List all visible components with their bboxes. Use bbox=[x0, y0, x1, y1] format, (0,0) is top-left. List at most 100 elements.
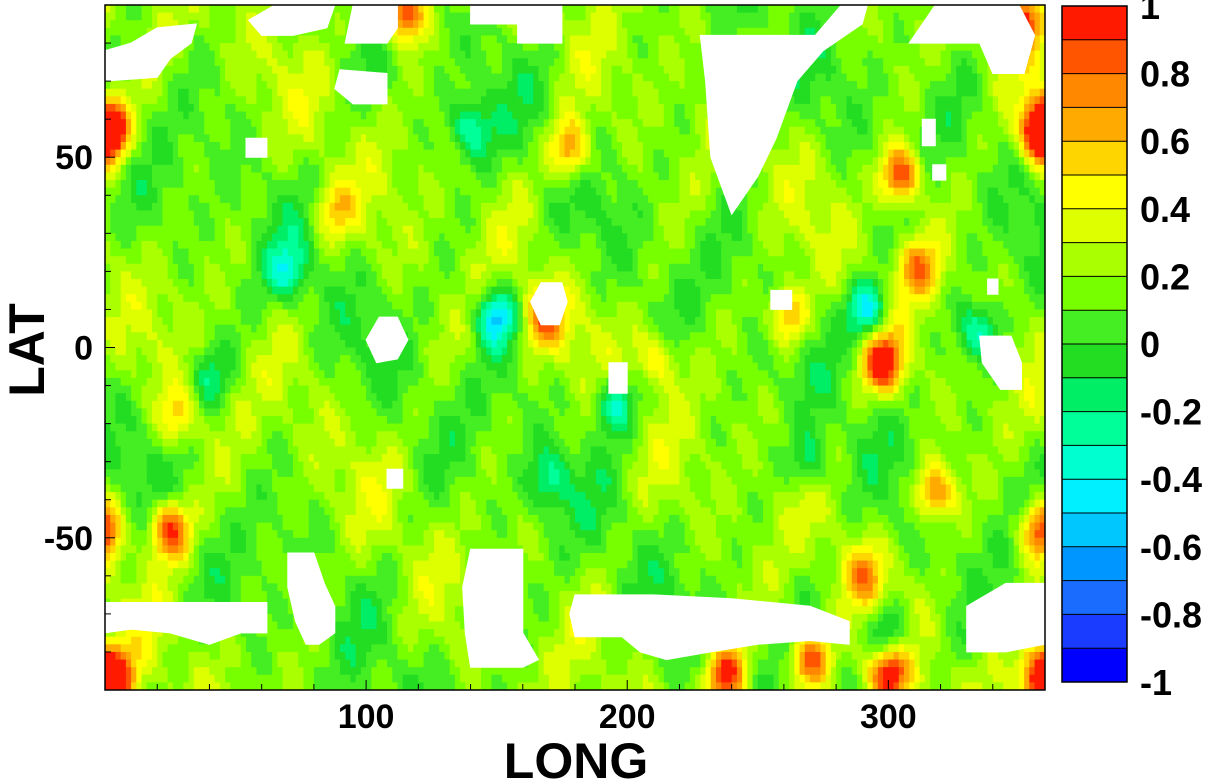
heatmap-cell bbox=[643, 96, 649, 104]
heatmap-cell bbox=[820, 66, 826, 74]
heatmap-cell bbox=[920, 43, 926, 51]
heatmap-cell bbox=[596, 104, 602, 112]
heatmap-cell bbox=[168, 195, 174, 203]
heatmap-cell bbox=[528, 104, 534, 112]
heatmap-cell bbox=[115, 195, 121, 203]
heatmap-cell bbox=[878, 13, 884, 21]
heatmap-cell bbox=[544, 89, 550, 97]
heatmap-cell bbox=[225, 134, 231, 142]
heatmap-cell bbox=[303, 119, 309, 127]
heatmap-cell bbox=[298, 188, 304, 196]
heatmap-cell bbox=[256, 5, 262, 13]
heatmap-cell bbox=[596, 157, 602, 165]
heatmap-cell bbox=[512, 188, 518, 196]
heatmap-cell bbox=[288, 81, 294, 89]
heatmap-cell bbox=[486, 180, 492, 188]
heatmap-cell bbox=[857, 119, 863, 127]
heatmap-cell bbox=[136, 28, 142, 36]
heatmap-cell bbox=[612, 66, 618, 74]
heatmap-cell bbox=[716, 195, 722, 203]
heatmap-cell bbox=[899, 180, 905, 188]
heatmap-cell bbox=[173, 188, 179, 196]
heatmap-cell bbox=[309, 51, 315, 59]
heatmap-cell bbox=[131, 112, 137, 120]
heatmap-cell bbox=[794, 157, 800, 165]
heatmap-cell bbox=[502, 142, 508, 150]
heatmap-cell bbox=[690, 211, 696, 219]
heatmap-cell bbox=[147, 150, 153, 158]
heatmap-cell bbox=[1035, 96, 1041, 104]
heatmap-cell bbox=[988, 203, 994, 211]
heatmap-cell bbox=[340, 157, 346, 165]
heatmap-cell bbox=[309, 89, 315, 97]
heatmap-cell bbox=[183, 89, 189, 97]
heatmap-cell bbox=[685, 5, 691, 13]
heatmap-cell bbox=[309, 35, 315, 43]
heatmap-cell bbox=[820, 119, 826, 127]
heatmap-cell bbox=[136, 142, 142, 150]
heatmap-cell bbox=[815, 119, 821, 127]
heatmap-cell bbox=[424, 28, 430, 36]
heatmap-cell bbox=[888, 20, 894, 28]
heatmap-cell bbox=[356, 188, 362, 196]
heatmap-cell bbox=[899, 96, 905, 104]
heatmap-cell bbox=[820, 203, 826, 211]
heatmap-cell bbox=[314, 165, 320, 173]
heatmap-cell bbox=[439, 203, 445, 211]
heatmap-cell bbox=[418, 165, 424, 173]
heatmap-cell bbox=[178, 81, 184, 89]
heatmap-cell bbox=[988, 89, 994, 97]
heatmap-cell bbox=[361, 51, 367, 59]
heatmap-cell bbox=[115, 5, 121, 13]
heatmap-cell bbox=[251, 188, 257, 196]
heatmap-cell bbox=[575, 5, 581, 13]
heatmap-cell bbox=[899, 51, 905, 59]
heatmap-cell bbox=[742, 20, 748, 28]
heatmap-cell bbox=[350, 127, 356, 135]
heatmap-cell bbox=[570, 58, 576, 66]
heatmap-cell bbox=[899, 20, 905, 28]
heatmap-cell bbox=[878, 28, 884, 36]
heatmap-cell bbox=[424, 104, 430, 112]
heatmap-cell bbox=[178, 58, 184, 66]
heatmap-cell bbox=[664, 66, 670, 74]
heatmap-cell bbox=[847, 134, 853, 142]
heatmap-cell bbox=[946, 43, 952, 51]
heatmap-cell bbox=[967, 195, 973, 203]
heatmap-cell bbox=[497, 195, 503, 203]
heatmap-cell bbox=[147, 211, 153, 219]
heatmap-cell bbox=[528, 58, 534, 66]
heatmap-cell bbox=[340, 51, 346, 59]
heatmap-cell bbox=[230, 96, 236, 104]
heatmap-cell bbox=[413, 119, 419, 127]
heatmap-cell bbox=[904, 127, 910, 135]
heatmap-cell bbox=[523, 58, 529, 66]
heatmap-cell bbox=[162, 188, 168, 196]
heatmap-cell bbox=[601, 104, 607, 112]
heatmap-cell bbox=[820, 81, 826, 89]
heatmap-cell bbox=[523, 172, 529, 180]
heatmap-cell bbox=[695, 13, 701, 21]
heatmap-cell bbox=[627, 43, 633, 51]
heatmap-cell bbox=[105, 134, 111, 142]
heatmap-cell bbox=[533, 81, 539, 89]
heatmap-cell bbox=[455, 195, 461, 203]
heatmap-cell bbox=[303, 74, 309, 82]
heatmap-cell bbox=[397, 188, 403, 196]
heatmap-cell bbox=[476, 66, 482, 74]
heatmap-cell bbox=[429, 81, 435, 89]
heatmap-cell bbox=[914, 119, 920, 127]
heatmap-cell bbox=[251, 104, 257, 112]
heatmap-cell bbox=[805, 28, 811, 36]
heatmap-cell bbox=[168, 157, 174, 165]
heatmap-cell bbox=[867, 195, 873, 203]
heatmap-cell bbox=[596, 74, 602, 82]
heatmap-cell bbox=[690, 96, 696, 104]
heatmap-cell bbox=[330, 74, 336, 82]
heatmap-cell bbox=[805, 96, 811, 104]
heatmap-cell bbox=[272, 172, 278, 180]
heatmap-cell bbox=[643, 127, 649, 135]
heatmap-cell bbox=[502, 104, 508, 112]
heatmap-cell bbox=[768, 180, 774, 188]
heatmap-cell bbox=[126, 157, 132, 165]
